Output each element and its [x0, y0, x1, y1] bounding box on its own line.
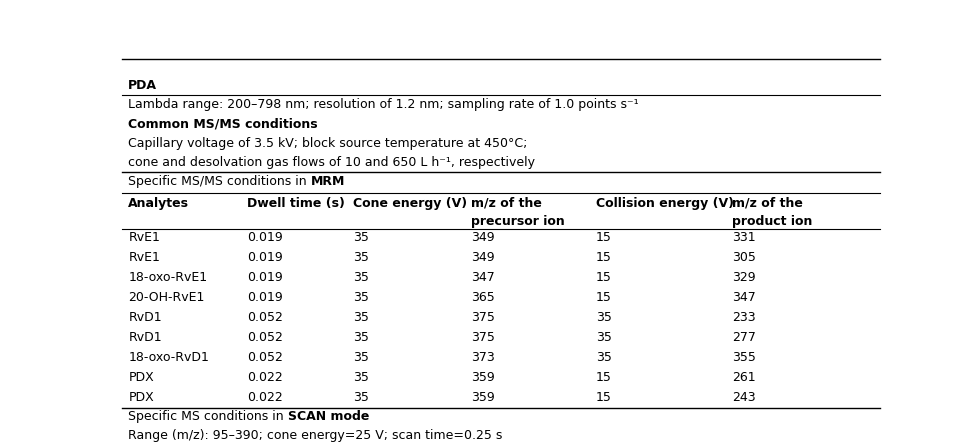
Text: 0.019: 0.019	[247, 251, 282, 264]
Text: 375: 375	[471, 331, 494, 344]
Text: 18-oxo-RvD1: 18-oxo-RvD1	[128, 351, 209, 364]
Text: 0.052: 0.052	[247, 311, 283, 324]
Text: 0.019: 0.019	[247, 231, 282, 244]
Text: RvE1: RvE1	[128, 251, 160, 264]
Text: 35: 35	[353, 231, 369, 244]
Text: 375: 375	[471, 311, 494, 324]
Text: 35: 35	[353, 331, 369, 344]
Text: 35: 35	[353, 391, 369, 404]
Text: 15: 15	[595, 271, 612, 284]
Text: Analytes: Analytes	[128, 197, 190, 210]
Text: Lambda range: 200–798 nm; resolution of 1.2 nm; sampling rate of 1.0 points s⁻¹: Lambda range: 200–798 nm; resolution of …	[128, 98, 638, 111]
Text: product ion: product ion	[732, 215, 812, 228]
Text: 35: 35	[595, 331, 612, 344]
Text: 233: 233	[732, 311, 755, 324]
Text: 18-oxo-RvE1: 18-oxo-RvE1	[128, 271, 207, 284]
Text: RvE1: RvE1	[128, 231, 160, 244]
Text: 0.022: 0.022	[247, 391, 282, 404]
Text: precursor ion: precursor ion	[471, 215, 564, 228]
Text: 35: 35	[353, 251, 369, 264]
Text: 35: 35	[353, 351, 369, 364]
Text: 359: 359	[471, 391, 494, 404]
Text: Capillary voltage of 3.5 kV; block source temperature at 450°C;: Capillary voltage of 3.5 kV; block sourc…	[128, 137, 528, 150]
Text: 373: 373	[471, 351, 494, 364]
Text: 277: 277	[732, 331, 755, 344]
Text: 359: 359	[471, 371, 494, 384]
Text: 349: 349	[471, 231, 494, 244]
Text: 261: 261	[732, 371, 755, 384]
Text: 355: 355	[732, 351, 755, 364]
Text: Specific MS conditions in: Specific MS conditions in	[128, 409, 287, 422]
Text: SCAN mode: SCAN mode	[287, 409, 369, 422]
Text: 0.052: 0.052	[247, 351, 283, 364]
Text: 0.019: 0.019	[247, 271, 282, 284]
Text: 15: 15	[595, 291, 612, 304]
Text: 347: 347	[732, 291, 755, 304]
Text: Dwell time (s): Dwell time (s)	[247, 197, 345, 210]
Text: 15: 15	[595, 371, 612, 384]
Text: Specific MS/MS conditions in: Specific MS/MS conditions in	[128, 175, 311, 188]
Text: 35: 35	[353, 271, 369, 284]
Text: m/z of the: m/z of the	[471, 197, 541, 210]
Text: MRM: MRM	[311, 175, 345, 188]
Text: PDX: PDX	[128, 371, 154, 384]
Text: Cone energy (V): Cone energy (V)	[353, 197, 467, 210]
Text: 243: 243	[732, 391, 755, 404]
Text: 35: 35	[353, 371, 369, 384]
Text: PDA: PDA	[128, 79, 157, 92]
Text: 347: 347	[471, 271, 494, 284]
Text: Collision energy (V): Collision energy (V)	[595, 197, 733, 210]
Text: RvD1: RvD1	[128, 331, 162, 344]
Text: Common MS/MS conditions: Common MS/MS conditions	[128, 117, 318, 130]
Text: PDX: PDX	[128, 391, 154, 404]
Text: RvD1: RvD1	[128, 311, 162, 324]
Text: 15: 15	[595, 391, 612, 404]
Text: 35: 35	[353, 311, 369, 324]
Text: 15: 15	[595, 251, 612, 264]
Text: 0.022: 0.022	[247, 371, 282, 384]
Text: 35: 35	[353, 291, 369, 304]
Text: 35: 35	[595, 351, 612, 364]
Text: Range (m/z): 95–390; cone energy=25 V; scan time=0.25 s: Range (m/z): 95–390; cone energy=25 V; s…	[128, 429, 502, 442]
Text: 349: 349	[471, 251, 494, 264]
Text: m/z of the: m/z of the	[732, 197, 802, 210]
Text: 20-OH-RvE1: 20-OH-RvE1	[128, 291, 204, 304]
Text: 35: 35	[595, 311, 612, 324]
Text: 305: 305	[732, 251, 755, 264]
Text: cone and desolvation gas flows of 10 and 650 L h⁻¹, respectively: cone and desolvation gas flows of 10 and…	[128, 155, 534, 168]
Text: 365: 365	[471, 291, 494, 304]
Text: 15: 15	[595, 231, 612, 244]
Text: 329: 329	[732, 271, 755, 284]
Text: 0.052: 0.052	[247, 331, 283, 344]
Text: 0.019: 0.019	[247, 291, 282, 304]
Text: 331: 331	[732, 231, 755, 244]
